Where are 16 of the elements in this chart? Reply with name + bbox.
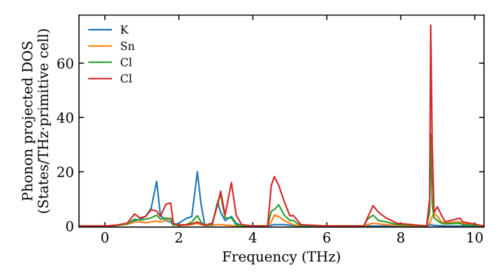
y-axis-title: Phonon projected DOS (States/THz·primitive cell) [22, 29, 51, 213]
legend-label: Sn [121, 42, 135, 50]
legend-label: K [120, 25, 129, 34]
y-tick-label: 20 [57, 166, 74, 178]
x-tick-label: 8 [397, 232, 404, 243]
x-tick-label: 0 [101, 232, 108, 243]
x-tick-label: 6 [323, 232, 330, 243]
x-tick-label: 2 [175, 232, 182, 242]
x-axis-title: Frequency (THz) [222, 250, 340, 265]
x-tick-label: 4 [248, 232, 257, 242]
legend-label: Cl [120, 58, 132, 66]
y-tick-label: 60 [57, 58, 74, 69]
y-tick-label: 40 [56, 112, 74, 123]
x-tick-label: 10 [468, 232, 483, 243]
y-tick-label: 0 [66, 220, 74, 232]
legend-label: Cl [120, 74, 132, 83]
